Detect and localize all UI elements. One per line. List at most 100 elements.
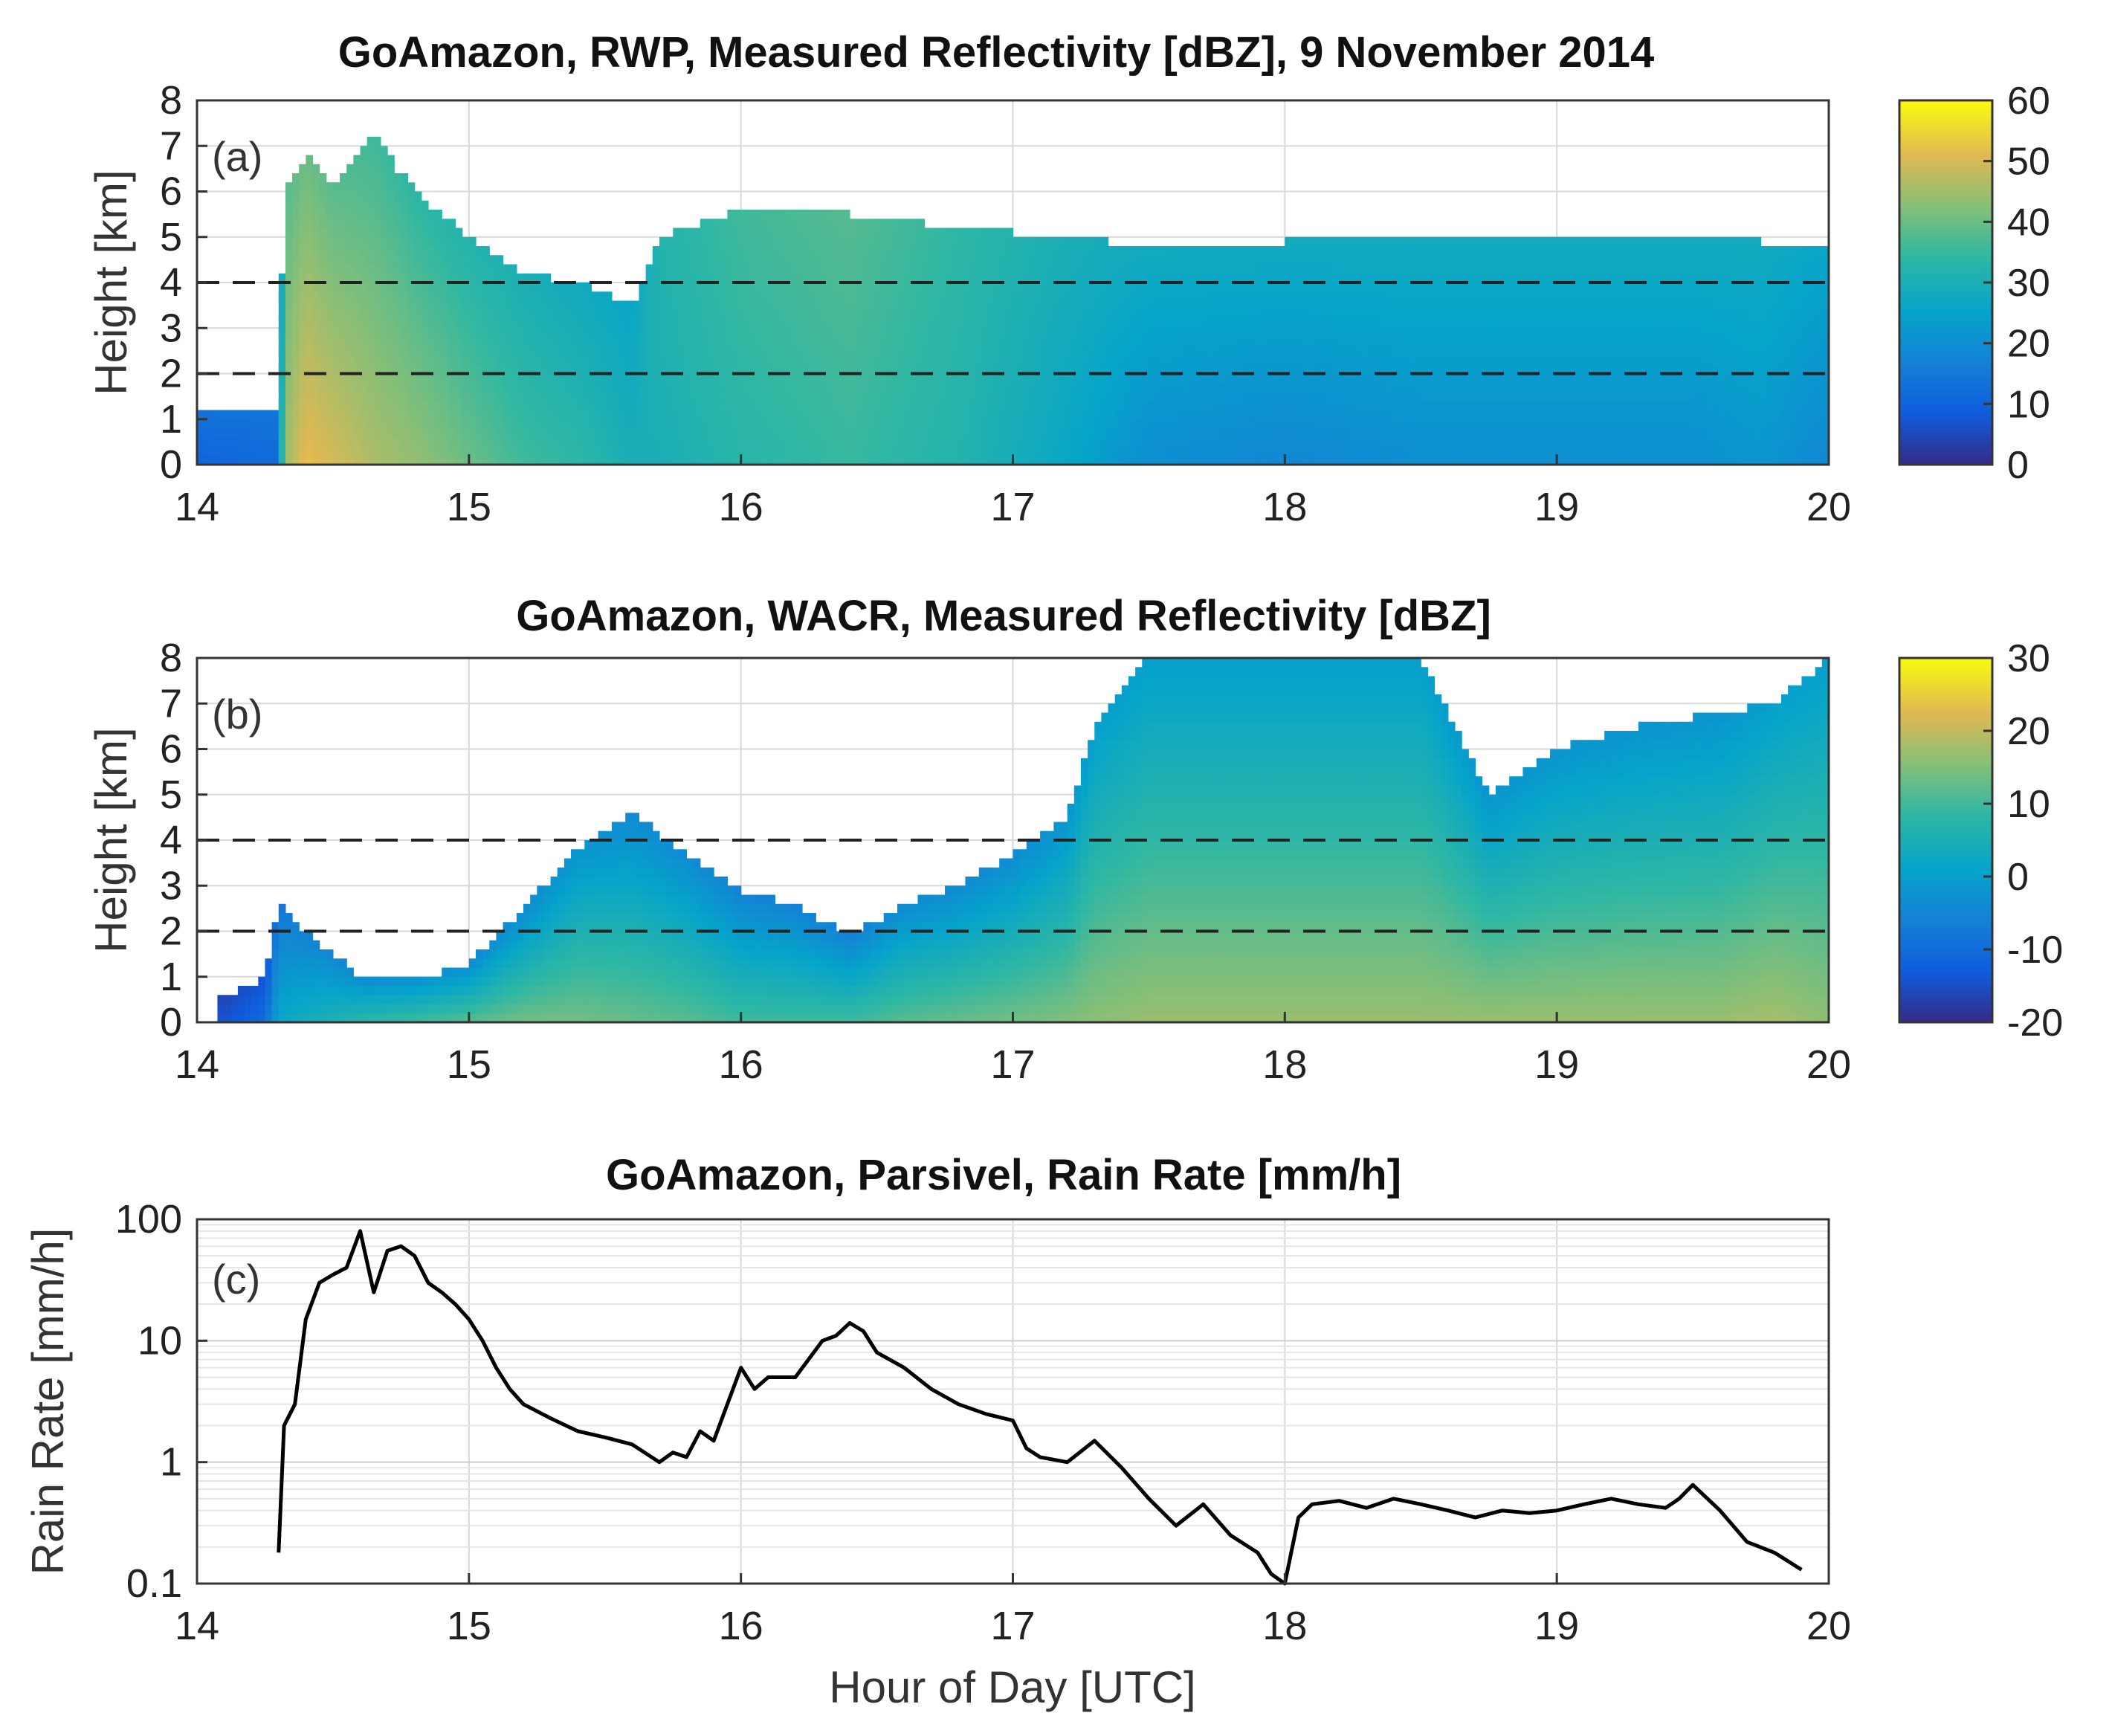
heatmap-cell [883, 401, 891, 411]
heatmap-cell [842, 319, 850, 329]
heatmap-cell [931, 401, 939, 411]
heatmap-cell [693, 291, 701, 302]
heatmap-cell [958, 428, 966, 438]
heatmap-cell [306, 373, 314, 384]
heatmap-cell [911, 255, 919, 265]
heatmap-cell [611, 382, 619, 393]
heatmap-cell [407, 346, 416, 356]
heatmap-cell [1224, 428, 1231, 438]
heatmap-cell [1373, 291, 1380, 302]
heatmap-cell [285, 446, 293, 456]
heatmap-cell [679, 246, 688, 256]
heatmap-cell [1264, 319, 1272, 329]
heatmap-cell [795, 219, 803, 229]
heatmap-cell [1434, 283, 1442, 292]
heatmap-cell [754, 236, 762, 247]
heatmap-cell [686, 291, 694, 302]
heatmap-cell [1013, 236, 1021, 247]
heatmap-cell [673, 419, 680, 429]
heatmap-cell [1094, 273, 1102, 283]
heatmap-cell [1454, 264, 1462, 274]
heatmap-cell [1101, 355, 1109, 365]
heatmap-cell [1400, 392, 1408, 401]
heatmap-cell [1291, 410, 1299, 420]
heatmap-cell [1475, 328, 1483, 338]
heatmap-cell [958, 291, 966, 302]
heatmap-cell [442, 291, 449, 302]
heatmap-cell [734, 346, 742, 356]
heatmap-cell [1006, 328, 1014, 338]
heatmap-cell [435, 309, 442, 320]
heatmap-cell [462, 255, 470, 265]
heatmap-cell [829, 337, 837, 347]
heatmap-cell [509, 437, 517, 448]
heatmap-cell [1509, 291, 1517, 302]
heatmap-cell [353, 300, 361, 311]
heatmap-cell [904, 401, 911, 411]
heatmap-cell [836, 410, 844, 420]
heatmap-cell [1108, 319, 1116, 329]
heatmap-cell [931, 410, 939, 420]
heatmap-cell [1291, 337, 1299, 347]
heatmap-cell [1149, 446, 1157, 456]
heatmap-cell [299, 346, 306, 356]
heatmap-cell [537, 392, 545, 401]
heatmap-cell [1319, 328, 1326, 338]
heatmap-cell [931, 446, 939, 456]
heatmap-cell [1053, 346, 1062, 356]
heatmap-cell [1311, 283, 1320, 292]
heatmap-cell [285, 255, 293, 265]
heatmap-cell [380, 392, 388, 401]
heatmap-cell [876, 236, 885, 247]
heatmap-cell [278, 364, 286, 375]
heatmap-cell [1536, 410, 1544, 420]
heatmap-cell [1482, 382, 1490, 393]
heatmap-cell [1250, 446, 1259, 456]
heatmap-cell [1311, 300, 1320, 311]
heatmap-cell [890, 255, 898, 265]
heatmap-cell [1142, 437, 1150, 448]
heatmap-cell [1339, 309, 1347, 320]
heatmap-cell [224, 455, 232, 465]
heatmap-cell [1114, 309, 1123, 320]
heatmap-cell [639, 337, 647, 347]
heatmap-cell [1196, 346, 1204, 356]
heatmap-cell [1149, 428, 1157, 438]
heatmap-cell [1224, 328, 1231, 338]
heatmap-cell [1298, 401, 1306, 411]
heatmap-cell [326, 328, 334, 338]
heatmap-cell [340, 346, 347, 356]
heatmap-cell [734, 309, 742, 320]
heatmap-cell [992, 373, 1000, 384]
heatmap-cell [1250, 255, 1259, 265]
heatmap-cell [1216, 382, 1224, 393]
heatmap-cell [945, 410, 952, 420]
heatmap-cell [442, 364, 449, 375]
heatmap-cell [543, 392, 552, 401]
heatmap-cell [1285, 401, 1293, 411]
heatmap-cell [1128, 355, 1136, 365]
heatmap-cell [530, 364, 537, 375]
heatmap-cell [1210, 410, 1218, 420]
heatmap-cell [482, 437, 490, 448]
heatmap-cell [1033, 273, 1041, 283]
heatmap-cell [353, 364, 361, 375]
heatmap-cell [1380, 364, 1388, 375]
heatmap-cell [340, 319, 347, 329]
heatmap-cell [523, 346, 531, 356]
heatmap-cell [1210, 446, 1218, 456]
heatmap-cell [380, 373, 388, 384]
heatmap-cell [809, 401, 816, 411]
heatmap-cell [1366, 419, 1374, 429]
heatmap-cell [509, 355, 517, 365]
heatmap-cell [1216, 328, 1224, 338]
heatmap-cell [801, 428, 810, 438]
heatmap-cell [1135, 446, 1143, 456]
heatmap-cell [509, 319, 517, 329]
heatmap-cell [1291, 355, 1299, 365]
heatmap-cell [1128, 300, 1136, 311]
heatmap-cell [911, 373, 919, 384]
heatmap-cell [1454, 319, 1462, 329]
heatmap-cell [332, 291, 340, 302]
heatmap-cell [1060, 373, 1068, 384]
